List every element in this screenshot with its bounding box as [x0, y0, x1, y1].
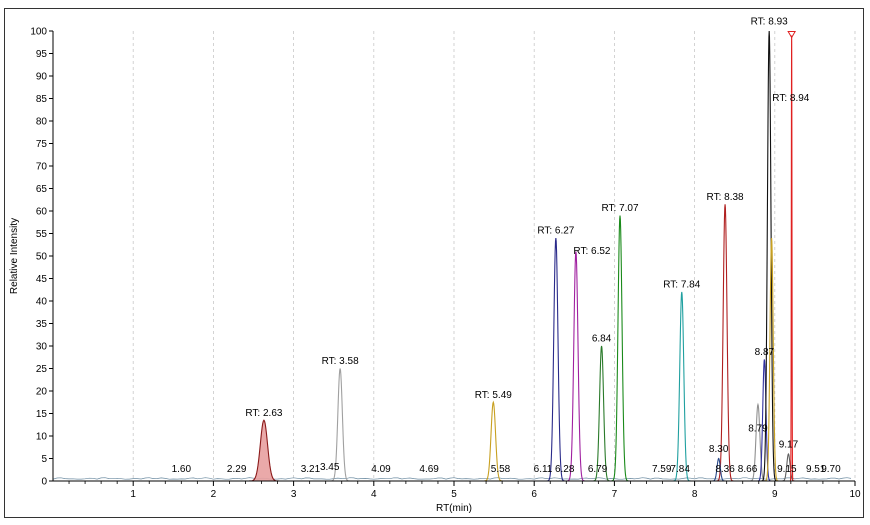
peak-label: 6.28 — [555, 464, 575, 475]
peak-label: RT: 8.93 — [751, 16, 788, 27]
peak-label: 4.09 — [371, 464, 391, 475]
y-tick-label: 35 — [36, 319, 48, 330]
peak-label: RT: 2.63 — [245, 408, 282, 419]
peak-trace — [715, 204, 735, 482]
peak-fill — [245, 420, 282, 481]
peak-label: 3.21 — [301, 464, 321, 475]
peak-label: RT: 7.84 — [663, 280, 700, 291]
y-tick-label: 15 — [36, 409, 48, 420]
peak-trace — [789, 35, 794, 482]
y-tick-label: 75 — [36, 139, 48, 150]
peak-label: 7.84 — [670, 464, 690, 475]
peak-label: 3.45 — [320, 462, 340, 473]
x-axis-label: RT(min) — [436, 503, 472, 514]
peak-trace — [545, 237, 567, 482]
marker-triangle-icon — [787, 31, 797, 39]
peak-trace — [763, 237, 780, 482]
peak-label: RT: 6.52 — [573, 246, 610, 257]
y-tick-label: 90 — [36, 72, 48, 83]
x-tick-label: 10 — [849, 489, 861, 500]
tick-labels: 1 2 3 4 5 6 7 8 9 1005101520253035404550556065707… — [30, 27, 861, 501]
x-tick-label: 3 — [291, 489, 297, 500]
grid — [132, 31, 856, 481]
x-tick-label: 4 — [371, 489, 377, 500]
chart-frame: 1 2 3 4 5 6 7 8 9 10 0 5 10 15 20 25 30 35 40 45 50 55 60 65 70 7… — [4, 8, 864, 518]
y-tick-label: 80 — [36, 117, 48, 128]
peak-label: RT: 5.49 — [475, 390, 512, 401]
peak-label: 6.79 — [588, 464, 608, 475]
peak-label: 8.36 — [715, 464, 735, 475]
axes — [49, 30, 856, 486]
peak-label: 9.17 — [779, 439, 799, 450]
y-tick-label: 50 — [36, 252, 48, 263]
chromatogram-chart: 1 2 3 4 5 6 7 8 9 1005101520253035404550556065707… — [9, 16, 861, 514]
peak-label: 8.87 — [755, 347, 775, 358]
peak-label: 5.58 — [491, 464, 511, 475]
peak-trace — [591, 345, 612, 482]
y-tick-label: 20 — [36, 387, 48, 398]
y-tick-label: 10 — [36, 432, 48, 443]
peak-label: RT: 8.38 — [707, 192, 744, 203]
peak-label: RT: 8.94 — [772, 93, 809, 104]
x-tick-label: 1 — [130, 489, 136, 500]
y-tick-label: 30 — [36, 342, 48, 353]
x-tick-label: 8 — [692, 489, 698, 500]
x-tick-label: 2 — [211, 489, 217, 500]
peak-label: 8.79 — [748, 424, 768, 435]
peak-trace — [609, 215, 631, 482]
x-tick-label: 7 — [612, 489, 618, 500]
y-tick-label: 5 — [41, 454, 47, 465]
x-tick-label: 9 — [772, 489, 778, 500]
y-tick-label: 60 — [36, 207, 48, 218]
peak-trace — [565, 251, 587, 482]
y-tick-label: 40 — [36, 297, 48, 308]
peak-label: 8.30 — [709, 444, 729, 455]
x-tick-label: 5 — [451, 489, 457, 500]
y-tick-label: 70 — [36, 162, 48, 173]
peak-label: 9.15 — [777, 464, 797, 475]
y-axis-label: Relative Intensity — [9, 218, 20, 294]
peak-label: 4.69 — [419, 464, 439, 475]
y-tick-label: 100 — [30, 27, 47, 38]
peak-trace — [760, 30, 779, 482]
y-tick-label: 95 — [36, 49, 48, 60]
peak-label: RT: 3.58 — [322, 356, 359, 367]
y-tick-label: 25 — [36, 364, 48, 375]
peak-label: RT: 6.27 — [537, 226, 574, 237]
baseline-trace — [52, 477, 852, 480]
peak-label: RT: 7.07 — [601, 203, 638, 214]
peak-label: 9.70 — [821, 464, 841, 475]
y-tick-label: 55 — [36, 229, 48, 240]
x-tick-label: 6 — [531, 489, 537, 500]
peak-label: 1.60 — [172, 464, 192, 475]
peak-label: 9.51 — [806, 464, 826, 475]
y-tick-label: 0 — [41, 477, 47, 488]
peak-label: 8.66 — [738, 464, 758, 475]
peak-label: 6.84 — [592, 334, 612, 345]
peak-label: 6.11 — [534, 464, 553, 475]
y-tick-label: 65 — [36, 184, 48, 195]
peak-label: 7.59 — [652, 464, 672, 475]
y-tick-label: 85 — [36, 94, 48, 105]
peak-trace — [671, 291, 692, 482]
y-tick-label: 45 — [36, 274, 48, 285]
peaks — [52, 30, 852, 482]
peak-label: 2.29 — [227, 464, 247, 475]
annotations: 1.60 2.29 RT: 2.63 3.21 3.45 RT: 3.58 4.09 4.69… — [172, 16, 842, 475]
